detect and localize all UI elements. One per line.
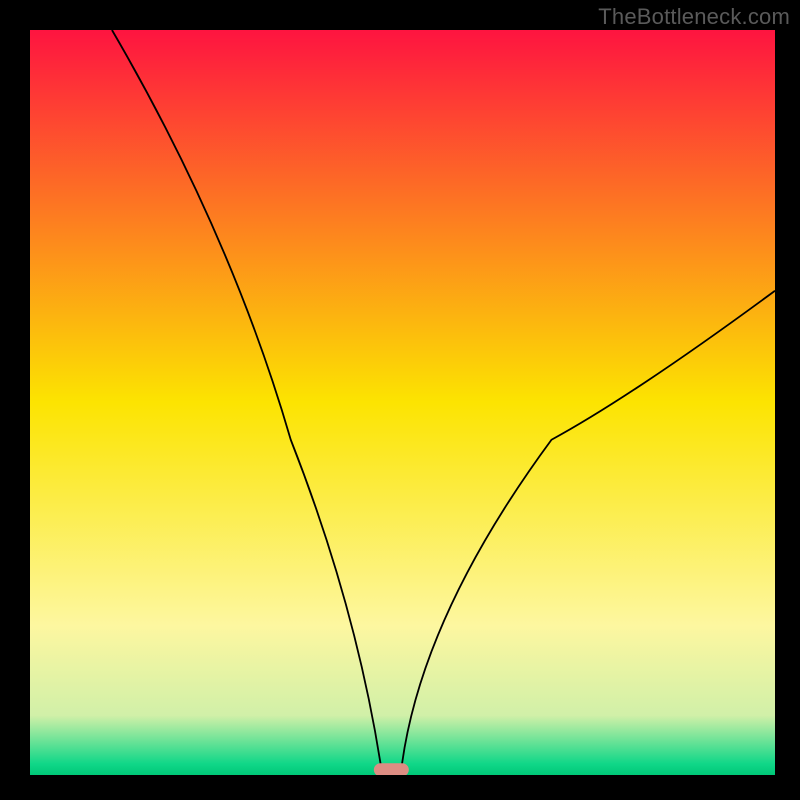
chart-svg: [0, 0, 800, 800]
frame-bottom: [0, 775, 800, 800]
plot-background: [30, 30, 775, 775]
frame-left: [0, 0, 30, 800]
watermark-text: TheBottleneck.com: [598, 4, 790, 30]
frame-right: [775, 0, 800, 800]
chart-container: { "watermark": { "text": "TheBottleneck.…: [0, 0, 800, 800]
